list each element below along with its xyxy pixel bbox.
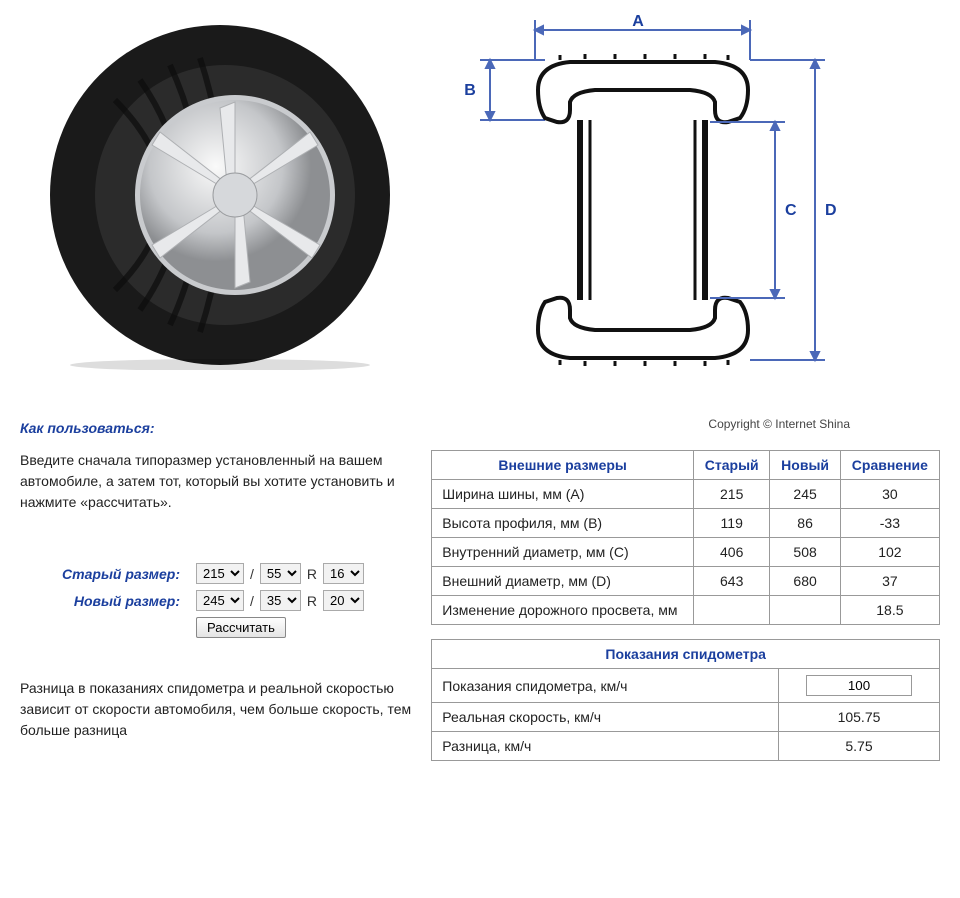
dims-header-cmp: Сравнение: [840, 451, 939, 480]
dims-cmp: 102: [840, 538, 939, 567]
table-row: Показания спидометра, км/ч: [432, 669, 940, 703]
dims-old: 119: [693, 509, 769, 538]
dims-new: 245: [770, 480, 840, 509]
dims-header-new: Новый: [770, 451, 840, 480]
old-size-row: Старый размер: 215 / 55 R 16: [20, 563, 411, 584]
new-rim-select[interactable]: 20: [323, 590, 364, 611]
dims-new: 508: [770, 538, 840, 567]
speedo-row-label: Разница, км/ч: [432, 732, 779, 761]
table-row: Реальная скорость, км/ч105.75: [432, 703, 940, 732]
intro-text: Введите сначала типоразмер установленный…: [20, 450, 411, 513]
slash-sep: /: [250, 593, 254, 609]
dims-new: 680: [770, 567, 840, 596]
table-row: Высота профиля, мм (B)11986-33: [432, 509, 940, 538]
speedo-value: 105.75: [779, 703, 940, 732]
dims-new: 86: [770, 509, 840, 538]
dims-cmp: 37: [840, 567, 939, 596]
old-width-select[interactable]: 215: [196, 563, 244, 584]
table-row: Разница, км/ч5.75: [432, 732, 940, 761]
dim-label-c: C: [785, 202, 797, 219]
dim-label-d: D: [825, 202, 837, 219]
tire-photo: [20, 10, 400, 370]
table-row: Внешний диаметр, мм (D)64368037: [432, 567, 940, 596]
speedo-footnote: Разница в показаниях спидометра и реальн…: [20, 678, 411, 741]
new-size-row: Новый размер: 245 / 35 R 20: [20, 590, 411, 611]
old-rim-select[interactable]: 16: [323, 563, 364, 584]
new-profile-select[interactable]: 35: [260, 590, 301, 611]
old-profile-select[interactable]: 55: [260, 563, 301, 584]
tire-diagram: A B: [430, 10, 850, 410]
dims-old: [693, 596, 769, 625]
dimensions-table: Внешние размеры Старый Новый Сравнение Ш…: [431, 450, 940, 625]
dims-row-label: Внутренний диаметр, мм (C): [432, 538, 694, 567]
calculate-button[interactable]: Рассчитать: [196, 617, 286, 638]
dims-cmp: -33: [840, 509, 939, 538]
dims-row-label: Ширина шины, мм (A): [432, 480, 694, 509]
dims-header-param: Внешние размеры: [432, 451, 694, 480]
dims-row-label: Высота профиля, мм (B): [432, 509, 694, 538]
speedo-title: Показания спидометра: [432, 640, 940, 669]
dims-old: 406: [693, 538, 769, 567]
table-row: Изменение дорожного просвета, мм 18.5: [432, 596, 940, 625]
table-row: Ширина шины, мм (A)21524530: [432, 480, 940, 509]
speedo-input[interactable]: [806, 675, 912, 696]
speedo-value: 5.75: [779, 732, 940, 761]
r-prefix: R: [307, 566, 317, 582]
new-width-select[interactable]: 245: [196, 590, 244, 611]
dims-new: [770, 596, 840, 625]
dims-cmp: 18.5: [840, 596, 939, 625]
dims-row-label: Внешний диаметр, мм (D): [432, 567, 694, 596]
slash-sep: /: [250, 566, 254, 582]
dims-old: 643: [693, 567, 769, 596]
dims-cmp: 30: [840, 480, 939, 509]
diagram-copyright: Copyright © Internet Shina: [430, 417, 850, 431]
old-size-label: Старый размер:: [20, 566, 190, 582]
speedo-row-label: Показания спидометра, км/ч: [432, 669, 779, 703]
dims-header-old: Старый: [693, 451, 769, 480]
new-size-label: Новый размер:: [20, 593, 190, 609]
dims-row-label: Изменение дорожного просвета, мм: [432, 596, 694, 625]
dim-label-a: A: [632, 13, 644, 30]
speedo-table: Показания спидометра Показания спидометр…: [431, 639, 940, 761]
image-row: A B: [20, 10, 940, 410]
table-row: Внутренний диаметр, мм (C)406508102: [432, 538, 940, 567]
dims-old: 215: [693, 480, 769, 509]
dim-label-b: B: [464, 82, 476, 99]
speedo-row-label: Реальная скорость, км/ч: [432, 703, 779, 732]
r-prefix: R: [307, 593, 317, 609]
